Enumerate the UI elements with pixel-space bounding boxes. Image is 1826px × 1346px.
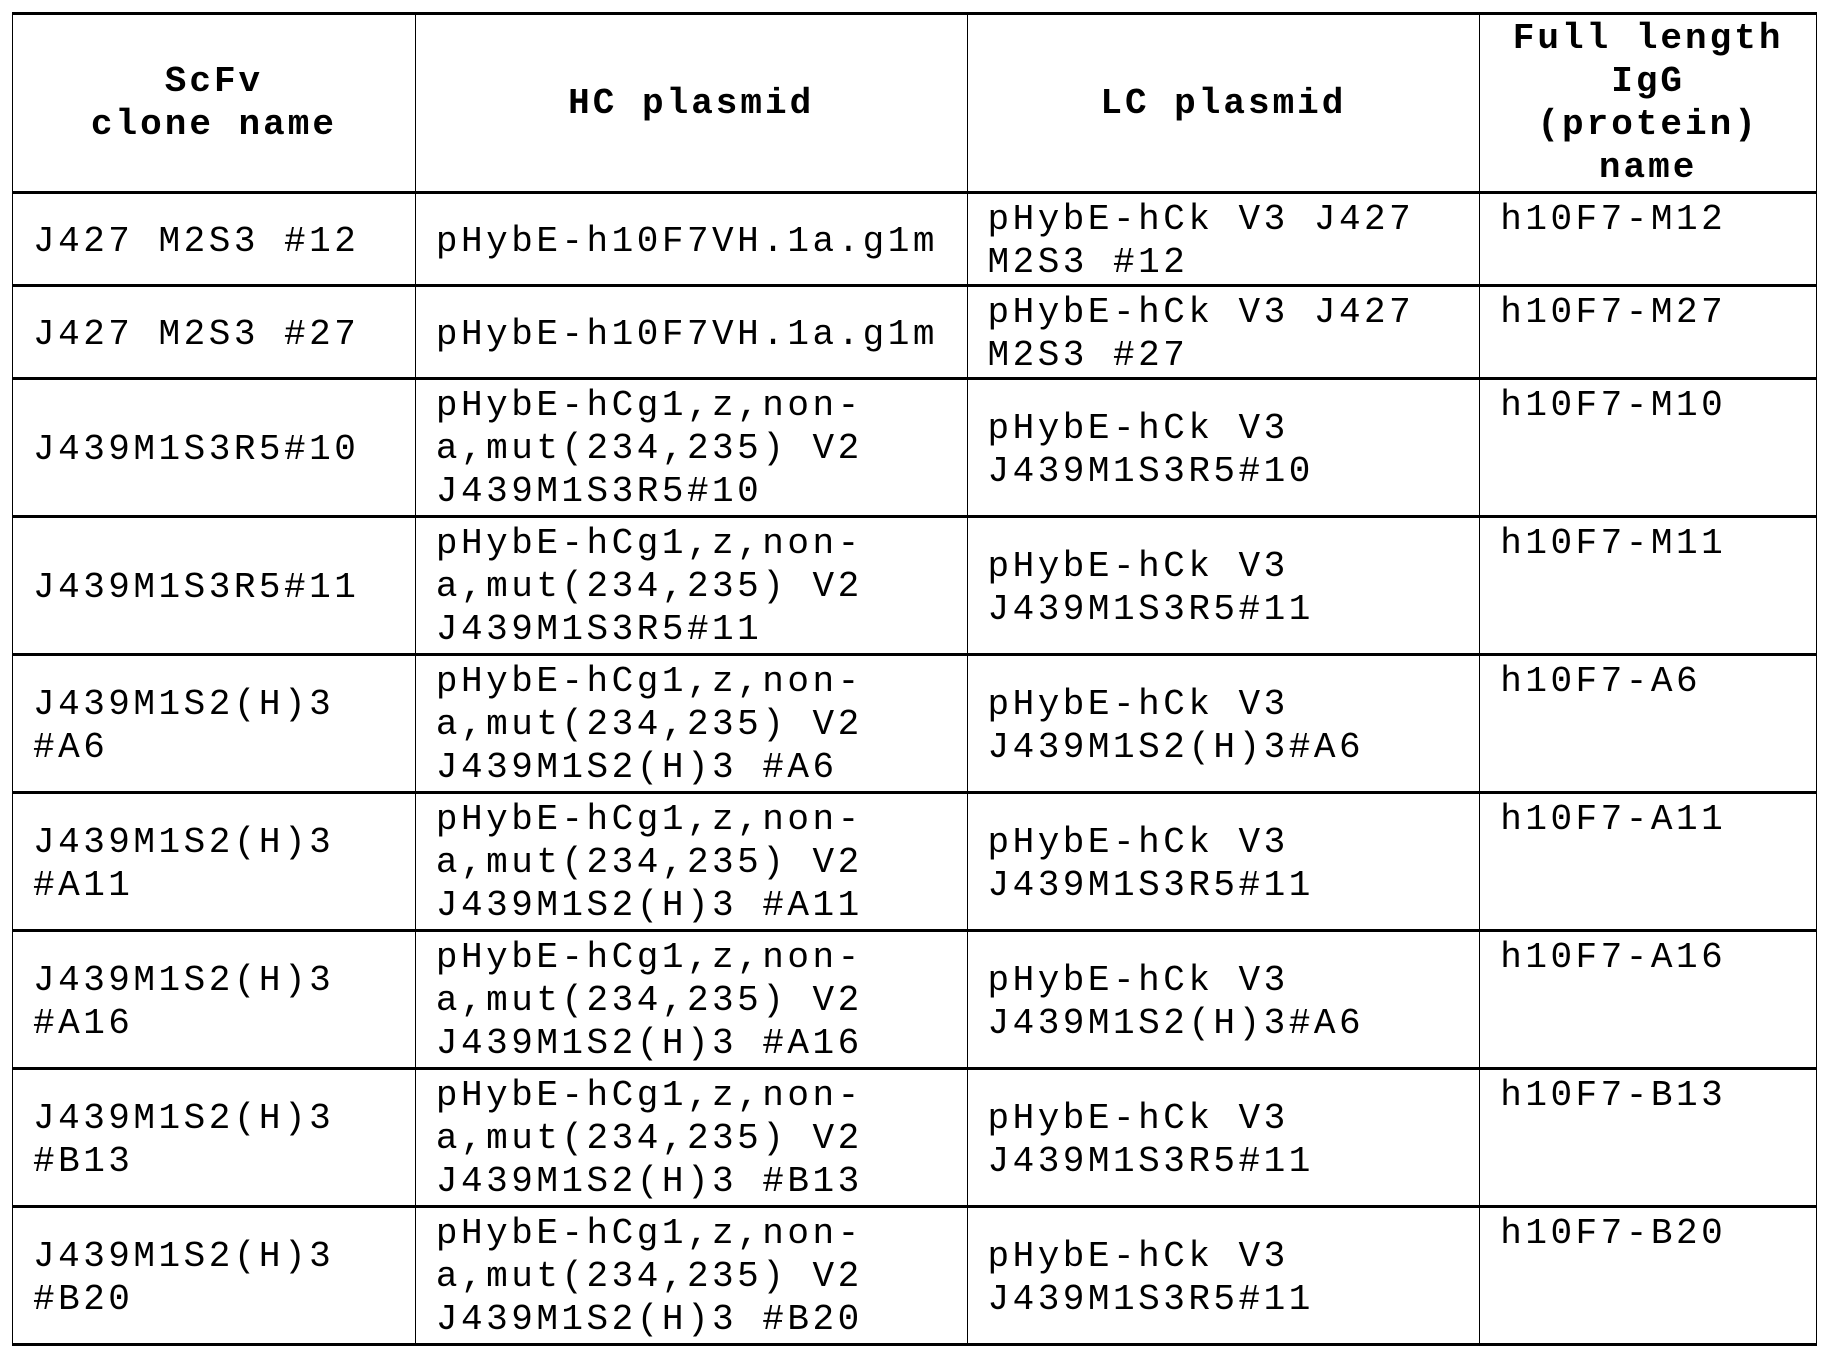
cell-lc-plasmid: pHybE-hCk V3 J439M1S3R5#11	[967, 1069, 1480, 1207]
cell-igg-name: h10F7-B20	[1480, 1207, 1817, 1345]
header-hc-plasmid: HC plasmid	[415, 14, 967, 193]
cell-lc-plasmid: pHybE-hCk V3 J427 M2S3 #27	[967, 286, 1480, 379]
cell-scfv-clone-name: J439M1S2(H)3 #B13	[13, 1069, 416, 1207]
cell-igg-name: h10F7-M27	[1480, 286, 1817, 379]
cell-scfv-clone-name: J439M1S3R5#10	[13, 379, 416, 517]
cell-scfv-clone-name: J439M1S2(H)3 #B20	[13, 1207, 416, 1345]
cell-igg-name: h10F7-A6	[1480, 655, 1817, 793]
table-row: J439M1S3R5#11pHybE-hCg1,z,non- a,mut(234…	[13, 517, 1817, 655]
cell-hc-plasmid: pHybE-hCg1,z,non- a,mut(234,235) V2 J439…	[415, 517, 967, 655]
cell-hc-plasmid: pHybE-hCg1,z,non- a,mut(234,235) V2 J439…	[415, 931, 967, 1069]
cell-igg-name: h10F7-M10	[1480, 379, 1817, 517]
table-row: J427 M2S3 #12pHybE-h10F7VH.1a.g1mpHybE-h…	[13, 193, 1817, 286]
cell-igg-name: h10F7-A16	[1480, 931, 1817, 1069]
cell-lc-plasmid: pHybE-hCk V3 J439M1S2(H)3#A6	[967, 931, 1480, 1069]
cell-igg-name: h10F7-A11	[1480, 793, 1817, 931]
cell-lc-plasmid: pHybE-hCk V3 J439M1S3R5#11	[967, 517, 1480, 655]
table-row: J439M1S2(H)3 #A6pHybE-hCg1,z,non- a,mut(…	[13, 655, 1817, 793]
cell-hc-plasmid: pHybE-h10F7VH.1a.g1m	[415, 286, 967, 379]
cell-hc-plasmid: pHybE-hCg1,z,non- a,mut(234,235) V2 J439…	[415, 1069, 967, 1207]
cell-scfv-clone-name: J427 M2S3 #12	[13, 193, 416, 286]
header-scfv-clone-name: ScFv clone name	[13, 14, 416, 193]
cell-hc-plasmid: pHybE-hCg1,z,non- a,mut(234,235) V2 J439…	[415, 1207, 967, 1345]
cell-scfv-clone-name: J439M1S2(H)3 #A6	[13, 655, 416, 793]
cell-lc-plasmid: pHybE-hCk V3 J439M1S3R5#11	[967, 793, 1480, 931]
cell-lc-plasmid: pHybE-hCk V3 J427 M2S3 #12	[967, 193, 1480, 286]
header-lc-plasmid: LC plasmid	[967, 14, 1480, 193]
header-row: ScFv clone name HC plasmid LC plasmid Fu…	[13, 14, 1817, 193]
table-row: J439M1S2(H)3 #B13pHybE-hCg1,z,non- a,mut…	[13, 1069, 1817, 1207]
table-row: J439M1S2(H)3 #B20pHybE-hCg1,z,non- a,mut…	[13, 1207, 1817, 1345]
cell-scfv-clone-name: J439M1S2(H)3 #A16	[13, 931, 416, 1069]
cell-hc-plasmid: pHybE-h10F7VH.1a.g1m	[415, 193, 967, 286]
table-row: J427 M2S3 #27pHybE-h10F7VH.1a.g1mpHybE-h…	[13, 286, 1817, 379]
cell-igg-name: h10F7-M11	[1480, 517, 1817, 655]
header-igg-name: Full length IgG (protein) name	[1480, 14, 1817, 193]
table-row: J439M1S3R5#10pHybE-hCg1,z,non- a,mut(234…	[13, 379, 1817, 517]
cell-igg-name: h10F7-M12	[1480, 193, 1817, 286]
cell-hc-plasmid: pHybE-hCg1,z,non- a,mut(234,235) V2 J439…	[415, 655, 967, 793]
cell-lc-plasmid: pHybE-hCk V3 J439M1S3R5#11	[967, 1207, 1480, 1345]
clone-table: ScFv clone name HC plasmid LC plasmid Fu…	[12, 12, 1817, 1346]
cell-scfv-clone-name: J439M1S3R5#11	[13, 517, 416, 655]
table-row: J439M1S2(H)3 #A11pHybE-hCg1,z,non- a,mut…	[13, 793, 1817, 931]
table-body: J427 M2S3 #12pHybE-h10F7VH.1a.g1mpHybE-h…	[13, 193, 1817, 1345]
cell-igg-name: h10F7-B13	[1480, 1069, 1817, 1207]
cell-scfv-clone-name: J439M1S2(H)3 #A11	[13, 793, 416, 931]
cell-hc-plasmid: pHybE-hCg1,z,non- a,mut(234,235) V2 J439…	[415, 793, 967, 931]
cell-hc-plasmid: pHybE-hCg1,z,non- a,mut(234,235) V2 J439…	[415, 379, 967, 517]
cell-scfv-clone-name: J427 M2S3 #27	[13, 286, 416, 379]
table-row: J439M1S2(H)3 #A16pHybE-hCg1,z,non- a,mut…	[13, 931, 1817, 1069]
cell-lc-plasmid: pHybE-hCk V3 J439M1S3R5#10	[967, 379, 1480, 517]
cell-lc-plasmid: pHybE-hCk V3 J439M1S2(H)3#A6	[967, 655, 1480, 793]
